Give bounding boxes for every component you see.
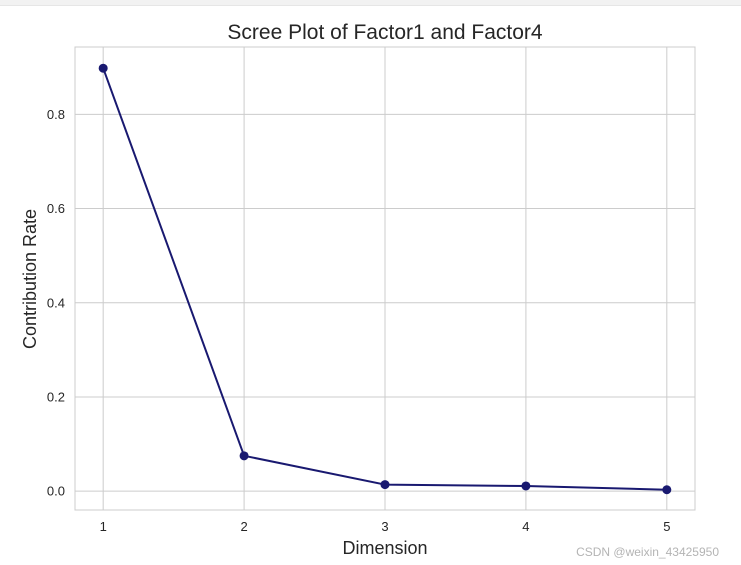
data-point-1 [98, 63, 108, 73]
chart-title: Scree Plot of Factor1 and Factor4 [227, 21, 542, 44]
data-point-2 [239, 451, 249, 461]
data-point-3 [380, 480, 390, 490]
y-axis-label: Contribution Rate [20, 209, 40, 349]
x-tick-label-2: 2 [240, 519, 247, 534]
plot-frame [74, 46, 696, 511]
y-tick-label-5: 0.8 [47, 107, 65, 122]
y-tick-label-4: 0.6 [47, 201, 65, 216]
x-tick-label-4: 4 [522, 519, 529, 534]
data-points [98, 63, 672, 495]
x-axis-label: Dimension [342, 538, 427, 558]
y-tick-label-1: 0.0 [47, 484, 65, 499]
y-tick-labels: 0.0 0.2 0.4 0.6 0.8 [47, 107, 65, 499]
grid [75, 47, 695, 510]
x-tick-labels: 1 2 3 4 5 [100, 519, 671, 534]
window-top-strip [0, 0, 741, 6]
watermark-text: CSDN @weixin_43425950 [576, 545, 719, 559]
data-point-5 [662, 485, 672, 495]
x-tick-label-5: 5 [663, 519, 670, 534]
data-point-4 [521, 481, 531, 491]
x-tick-label-3: 3 [381, 519, 388, 534]
y-tick-label-2: 0.2 [47, 389, 65, 404]
y-tick-label-3: 0.4 [47, 295, 65, 310]
x-tick-label-1: 1 [100, 519, 107, 534]
